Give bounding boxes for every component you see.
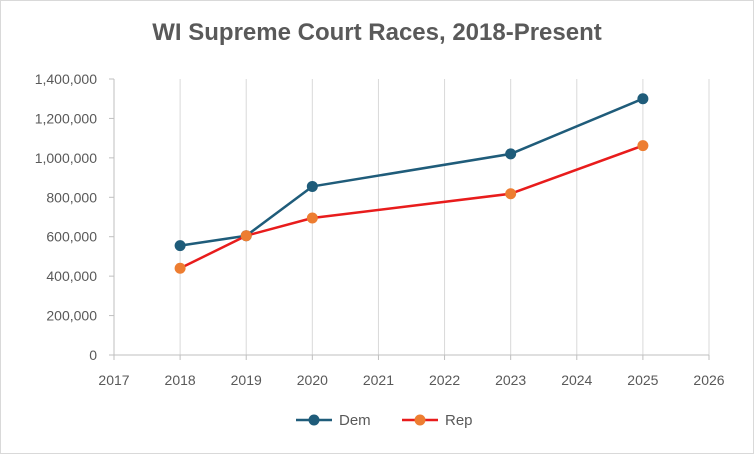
y-tick-label: 600,000 — [46, 229, 97, 245]
axis-layer: 2017 2018 2019 2020 2021 2022 2023 2024 2025 2026… — [35, 71, 725, 388]
x-tick-label: 2024 — [561, 372, 592, 388]
y-tick-label: 800,000 — [46, 189, 97, 205]
y-tick-label: 400,000 — [46, 268, 97, 284]
data-point-rep — [505, 188, 517, 200]
data-point-dem — [637, 93, 649, 105]
y-tick-label: 200,000 — [46, 308, 97, 324]
x-tick-label: 2021 — [363, 372, 394, 388]
data-point-rep — [240, 230, 252, 242]
data-point-rep — [174, 262, 186, 274]
y-tick-label: 1,400,000 — [35, 71, 97, 87]
data-point-dem — [505, 148, 517, 160]
x-tick-label: 2018 — [165, 372, 196, 388]
series-layer — [174, 93, 649, 274]
data-point-rep — [637, 140, 649, 152]
x-tick-label: 2025 — [627, 372, 658, 388]
data-point-rep — [306, 212, 318, 224]
y-tick-label: 1,000,000 — [35, 150, 97, 166]
x-tick-label: 2017 — [98, 372, 129, 388]
x-tick-label: 2023 — [495, 372, 526, 388]
chart-title: WI Supreme Court Races, 2018-Present — [152, 19, 602, 46]
y-tick-label: 1,200,000 — [35, 110, 97, 126]
data-point-dem — [306, 180, 318, 192]
x-tick-label: 2026 — [693, 372, 724, 388]
legend-label-rep: Rep — [445, 412, 473, 429]
x-tick-label: 2019 — [231, 372, 262, 388]
grid-layer — [113, 79, 710, 355]
data-point-dem — [174, 240, 186, 252]
legend-marker-dem — [308, 414, 320, 426]
x-tick-label: 2020 — [297, 372, 328, 388]
x-tick-label: 2022 — [429, 372, 460, 388]
legend-label-dem: Dem — [339, 412, 371, 429]
legend: Dem Rep — [296, 412, 473, 429]
y-tick-label: 0 — [89, 347, 97, 363]
legend-marker-rep — [414, 414, 426, 426]
series-line-rep — [179, 144, 644, 270]
